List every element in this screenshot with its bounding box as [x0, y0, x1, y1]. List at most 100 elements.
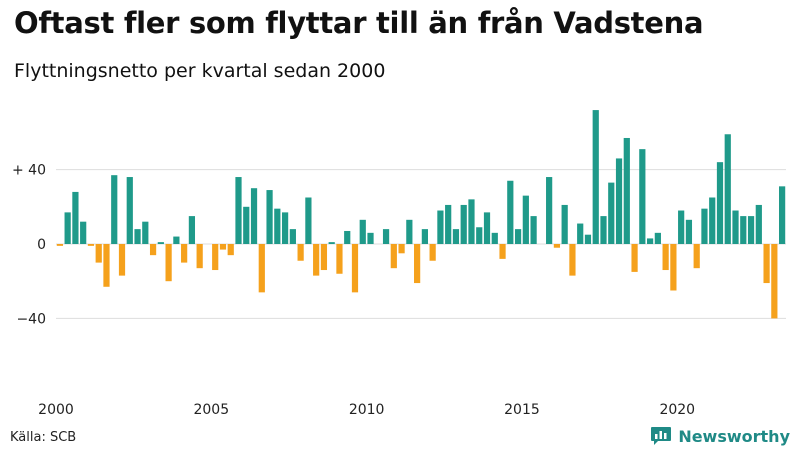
- bar-2009K1: [336, 244, 343, 274]
- bar-2017K1: [584, 234, 592, 244]
- x-tick-label: 2000: [38, 402, 74, 418]
- bar-2013K3: [476, 227, 483, 244]
- bar-2020K3: [693, 244, 700, 269]
- bar-2005K1: [212, 244, 219, 271]
- bar-2017K4: [608, 182, 615, 244]
- bar-2008K4: [328, 242, 335, 244]
- y-tick-label: 0: [37, 237, 46, 253]
- bar-2009K2: [344, 230, 351, 244]
- bar-2004K3: [196, 244, 203, 269]
- bar-2002K2: [126, 177, 133, 244]
- bar-2016K3: [569, 244, 576, 276]
- bar-2004K2: [188, 216, 196, 244]
- bar-2015K2: [530, 216, 537, 244]
- bar-2017K2: [592, 110, 599, 244]
- brand-name: Newsworthy: [678, 426, 790, 446]
- chart-title: Oftast fler som flyttar till än från Vad…: [14, 6, 704, 40]
- bar-2001K1: [87, 244, 95, 246]
- bar-2021K3: [724, 134, 731, 244]
- bar-2005K3: [227, 244, 234, 256]
- brand-logo[interactable]: Newsworthy: [650, 426, 790, 446]
- bar-2013K1: [460, 204, 467, 244]
- bar-2014K4: [514, 229, 522, 244]
- bar-2006K4: [266, 190, 273, 244]
- bar-2000K4: [80, 221, 87, 244]
- bar-2009K3: [351, 244, 359, 293]
- bar-2010K1: [367, 232, 374, 244]
- bar-2003K1: [149, 244, 157, 256]
- y-axis-ticks: + 40 0 −40: [12, 163, 46, 328]
- bar-2000K1: [56, 244, 63, 246]
- newsworthy-logo-icon: [651, 427, 672, 445]
- bar-2013K4: [483, 212, 491, 244]
- bar-2008K3: [320, 244, 328, 271]
- bar-2008K2: [313, 244, 320, 276]
- source-note: Källa: SCB: [10, 430, 77, 445]
- bar-2007K3: [289, 229, 296, 244]
- bar-2022K3: [755, 204, 762, 244]
- bar-2018K3: [631, 244, 638, 272]
- bar-2022K1: [740, 216, 747, 244]
- bar-2001K3: [103, 244, 110, 287]
- bar-2021K1: [709, 197, 716, 244]
- bar-2023K2: [779, 186, 786, 244]
- bar-2010K4: [390, 244, 397, 269]
- bar-2012K3: [445, 204, 452, 244]
- bar-2007K1: [274, 208, 281, 244]
- bar-2021K4: [732, 210, 739, 244]
- bar-2014K3: [507, 180, 514, 244]
- bar-2004K1: [181, 244, 188, 263]
- bar-2010K3: [382, 229, 390, 244]
- bar-2000K3: [72, 191, 79, 244]
- bar-2018K2: [623, 137, 630, 244]
- bar-2022K4: [763, 244, 770, 284]
- x-tick-label: 2020: [659, 402, 695, 418]
- bar-2020K4: [701, 208, 708, 244]
- bar-2021K2: [716, 162, 724, 244]
- bar-2015K4: [546, 177, 553, 244]
- bar-2012K1: [429, 244, 436, 261]
- bar-2014K1: [491, 232, 498, 244]
- bar-2005K4: [235, 177, 242, 244]
- bar-2018K4: [639, 149, 646, 244]
- y-tick-label: −40: [16, 311, 46, 327]
- bar-2007K2: [281, 212, 289, 244]
- bar-2012K4: [452, 229, 460, 244]
- bar-2006K3: [258, 244, 265, 293]
- bar-2008K1: [305, 197, 312, 244]
- x-axis-ticks: 2000 2005 2010 2015 2020: [38, 402, 695, 418]
- bar-2011K3: [414, 244, 421, 284]
- bar-2003K4: [173, 236, 180, 244]
- bar-2013K2: [468, 199, 475, 244]
- bar-2023K1: [771, 244, 778, 319]
- bar-2009K4: [359, 219, 366, 244]
- bar-2002K3: [134, 229, 141, 244]
- bar-2000K2: [64, 212, 71, 244]
- bar-2014K2: [499, 244, 506, 259]
- bar-2016K4: [577, 223, 584, 244]
- bar-2019K4: [670, 244, 677, 291]
- bar-2016K2: [561, 204, 568, 244]
- bar-2002K4: [142, 221, 149, 244]
- bar-2003K2: [157, 242, 164, 244]
- bar-2002K1: [118, 244, 126, 276]
- bar-2006K2: [250, 188, 258, 244]
- x-tick-label: 2010: [349, 402, 385, 418]
- bar-2011K1: [398, 244, 405, 254]
- bar-2019K3: [662, 244, 669, 271]
- bar-2019K2: [654, 232, 661, 244]
- bar-2020K2: [685, 219, 693, 244]
- bar-2012K2: [437, 210, 444, 244]
- bar-2001K2: [95, 244, 102, 263]
- x-tick-label: 2005: [193, 402, 229, 418]
- bar-2011K4: [421, 229, 428, 244]
- bar-2006K1: [243, 206, 250, 244]
- bars: [56, 110, 786, 319]
- bar-2019K1: [646, 238, 654, 244]
- bar-2020K1: [678, 210, 685, 244]
- x-tick-label: 2015: [504, 402, 540, 418]
- bar-2001K4: [111, 175, 118, 244]
- bar-2011K2: [406, 219, 413, 244]
- bar-2003K3: [165, 244, 172, 282]
